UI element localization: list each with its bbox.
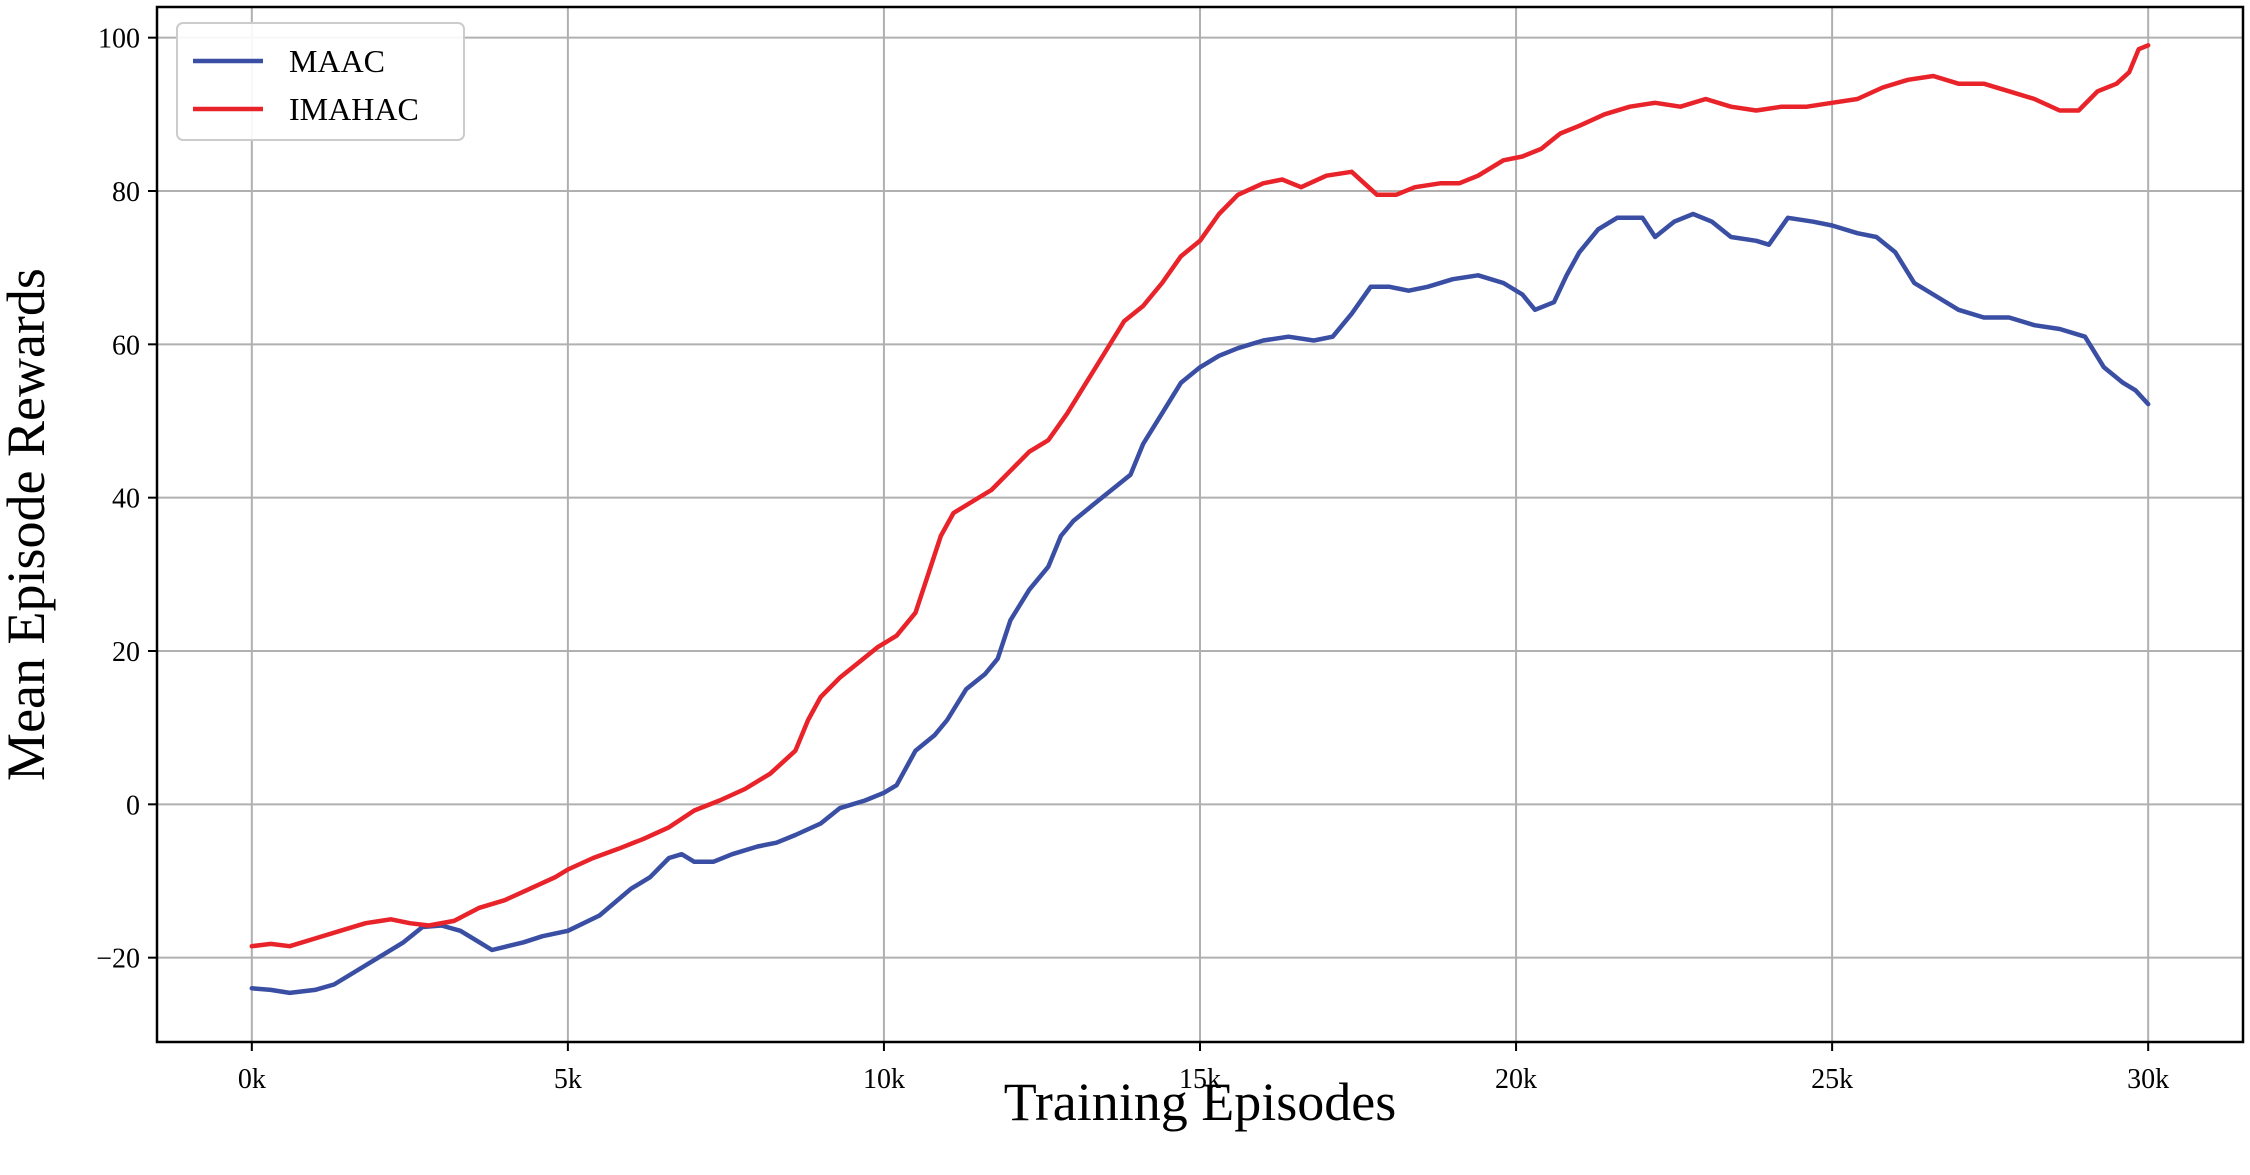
x-axis-title: Training Episodes	[1004, 1072, 1397, 1132]
x-tick-label: 5k	[554, 1064, 582, 1095]
y-tick-label: −20	[96, 944, 140, 975]
y-tick-label: 100	[98, 24, 140, 55]
x-tick-label: 0k	[238, 1064, 266, 1095]
legend-label-imahac: IMAHAC	[289, 91, 419, 127]
legend: MAAC IMAHAC	[176, 22, 465, 141]
x-tick-label: 25k	[1811, 1064, 1853, 1095]
y-tick-label: 80	[112, 177, 140, 208]
y-tick-label: 0	[126, 790, 140, 821]
series-lines	[249, 43, 2151, 996]
x-tick-label: 15k	[1179, 1064, 1221, 1095]
grid	[157, 7, 2243, 1042]
y-tick-label: 20	[112, 637, 140, 668]
legend-label-maac: MAAC	[289, 43, 385, 79]
y-tick-label: 60	[112, 330, 140, 361]
x-tick-label: 10k	[863, 1064, 905, 1095]
series-line-imahac	[249, 43, 2151, 949]
y-axis-title: Mean Episode Rewards	[0, 268, 56, 781]
series-line-maac	[249, 211, 2151, 996]
axis-ticks: 0k 5k 10k 15k 20k 25k 30k −20 0 20 40 60 80 100	[96, 24, 2169, 1095]
x-tick-label: 20k	[1495, 1064, 1537, 1095]
y-tick-label: 40	[112, 484, 140, 515]
x-tick-label: 30k	[2127, 1064, 2169, 1095]
